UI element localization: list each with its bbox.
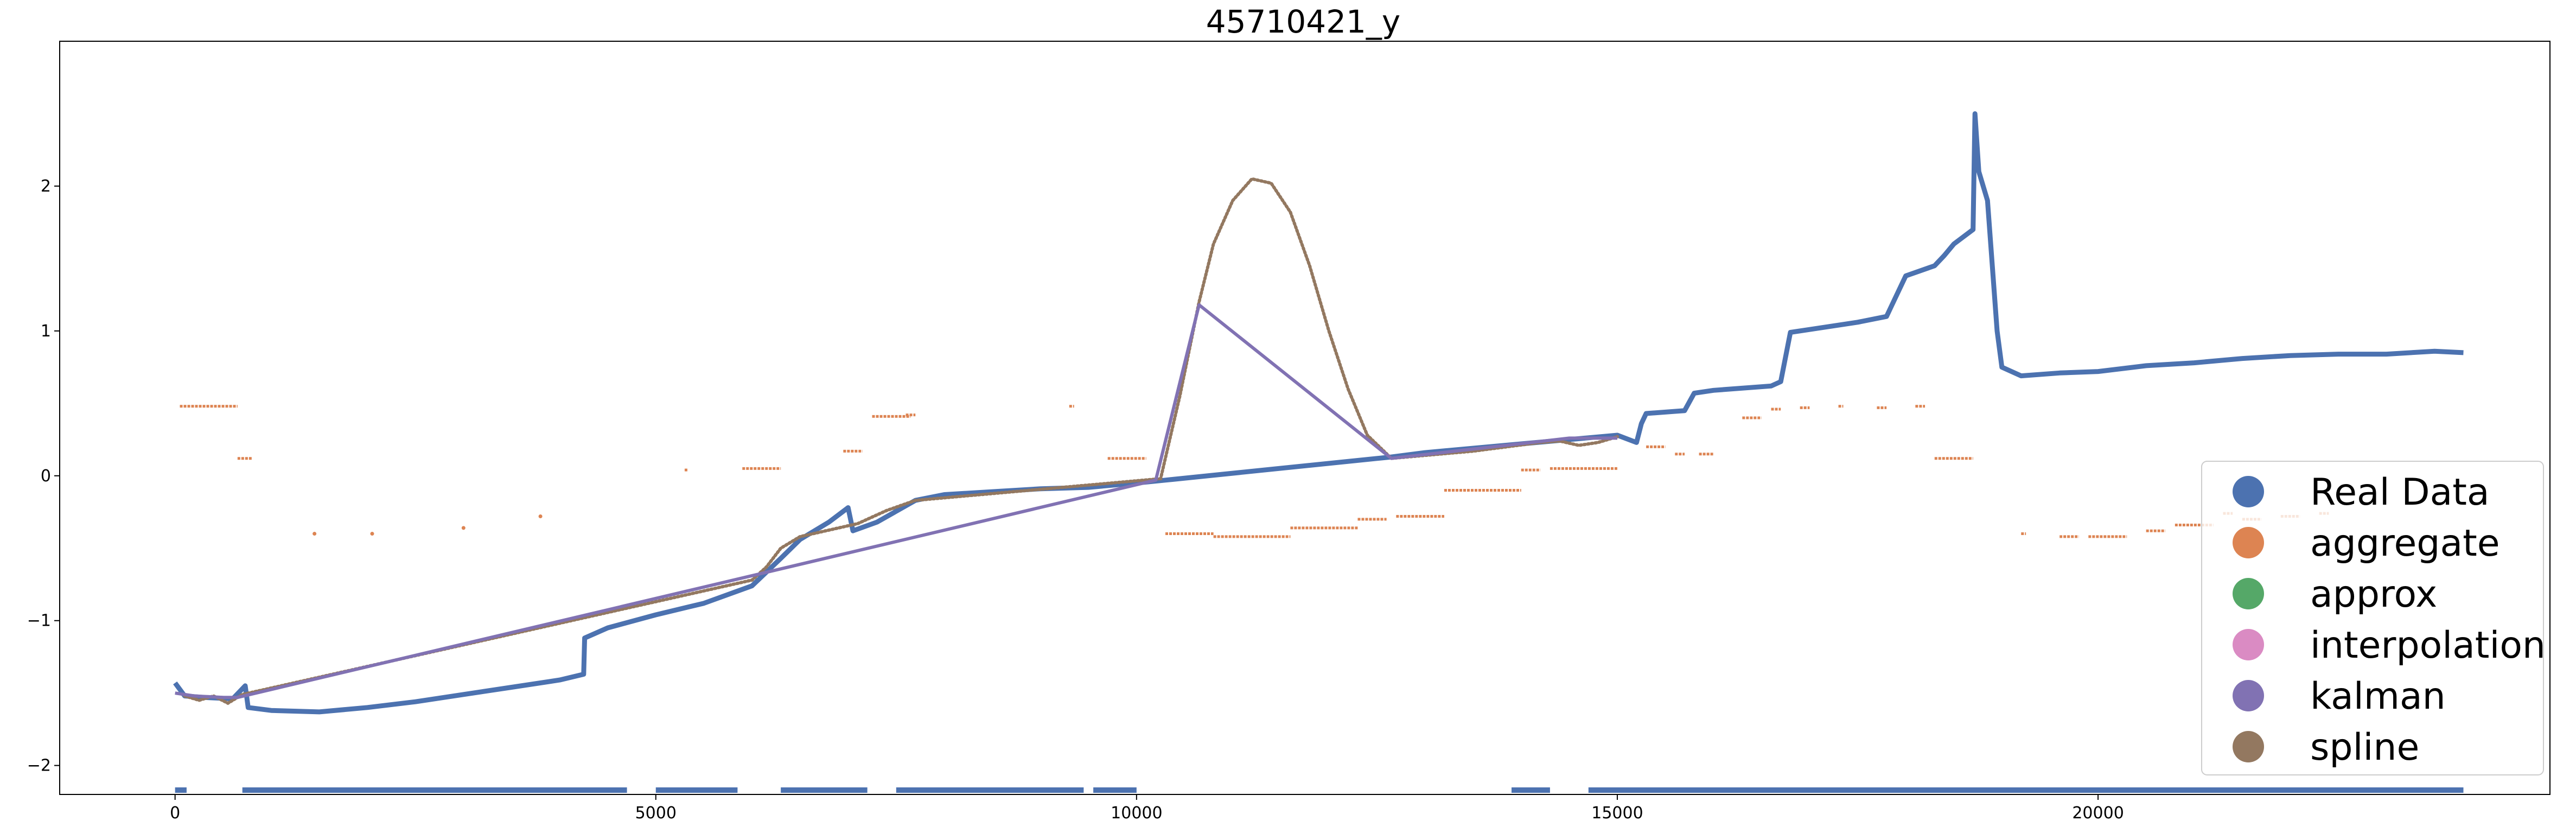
y-tick-label-2: 0 (41, 467, 51, 486)
aggregate-point-1 (370, 532, 374, 536)
legend-marker-interpolation (2233, 629, 2264, 660)
x-tick-label-1: 5000 (635, 804, 677, 823)
legend-marker-approx (2233, 578, 2264, 609)
legend-box (2201, 461, 2544, 775)
x-tick-label-4: 20000 (2072, 804, 2124, 823)
y-axis: −2 −1 0 1 2 (27, 177, 60, 775)
legend-marker-aggregate (2233, 527, 2264, 558)
plot-area (173, 111, 2464, 793)
y-tick-label-1: −1 (27, 612, 51, 631)
legend-label-kalman: kalman (2310, 675, 2446, 718)
legend-label-approx: approx (2310, 573, 2437, 616)
y-tick-label-3: 1 (41, 322, 51, 341)
aggregate-point-2 (461, 526, 466, 530)
aggregate-point-3 (538, 514, 543, 519)
legend-label-interpolation: interpolation (2310, 624, 2546, 667)
aggregate-point-0 (313, 532, 317, 536)
legend: Real Data aggregate approx interpolation kal… (2201, 461, 2546, 775)
x-tick-label-3: 15000 (1591, 804, 1643, 823)
legend-marker-spline (2233, 731, 2264, 762)
legend-marker-kalman (2233, 680, 2264, 711)
legend-marker-real-data (2233, 476, 2264, 507)
spline-line (183, 177, 1619, 705)
chart-title: 45710421_y (1206, 3, 1401, 40)
axes-frame (59, 41, 2551, 795)
kalman-line (175, 303, 1617, 699)
y-tick-label-0: −2 (27, 756, 51, 775)
x-tick-label-2: 10000 (1111, 804, 1162, 823)
x-axis: 0 5000 10000 15000 20000 (170, 794, 2124, 823)
y-tick-label-4: 2 (41, 177, 51, 196)
legend-label-aggregate: aggregate (2310, 522, 2500, 565)
legend-label-spline: spline (2310, 726, 2419, 769)
x-tick-label-0: 0 (170, 804, 180, 823)
legend-label-real-data: Real Data (2310, 471, 2490, 514)
